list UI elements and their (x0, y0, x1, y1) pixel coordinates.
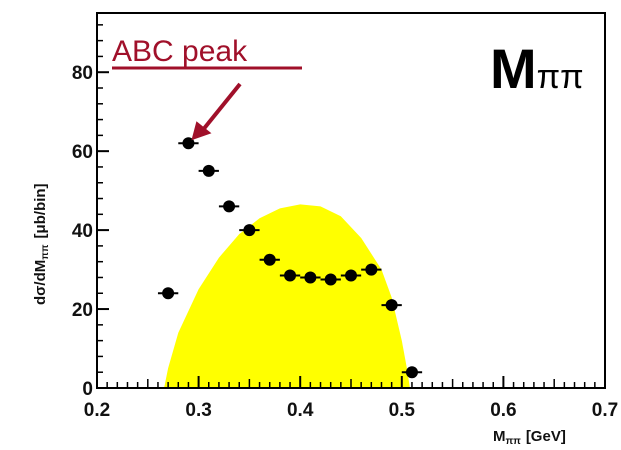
area-shape (164, 204, 410, 388)
annotation-text: ABC peak (112, 35, 248, 68)
data-point-marker (223, 200, 236, 213)
y-tick-label: 60 (72, 142, 93, 163)
x-axis-title-sub: ππ (506, 436, 522, 447)
data-point (320, 273, 341, 286)
point-layer (157, 137, 423, 379)
data-point-marker (405, 366, 418, 379)
panel-label: Mππ (490, 37, 584, 100)
y-axis-title-unit: [μb/bin] (32, 183, 49, 238)
x-tick-label: 0.6 (490, 400, 516, 421)
data-point (239, 224, 260, 237)
data-point-marker (263, 253, 276, 266)
annotation: ABC peak (112, 35, 302, 141)
panel-label-sub: ππ (537, 58, 584, 96)
data-point-marker (284, 269, 297, 282)
data-point-marker (202, 164, 215, 177)
x-tick-label: 0.4 (287, 400, 314, 421)
y-axis-title: dσ/dMππ [μb/bin] (32, 183, 51, 305)
x-axis-title: Mππ [GeV] (493, 428, 566, 447)
data-point (381, 299, 402, 312)
data-point (157, 287, 179, 300)
data-point-marker (324, 273, 337, 286)
y-axis-title-sub: ππ (40, 244, 51, 260)
data-point-marker (345, 269, 357, 282)
x-tick-label: 0.3 (185, 400, 211, 421)
x-axis-title-main: M (493, 428, 506, 445)
data-point (361, 263, 382, 276)
data-point (340, 269, 362, 282)
x-axis-title-unit: [GeV] (526, 428, 566, 445)
data-point-marker (304, 271, 317, 284)
data-point (279, 269, 301, 282)
x-tick-label: 0.7 (592, 400, 618, 421)
data-point-marker (385, 299, 398, 312)
data-point (218, 200, 240, 213)
annotation-arrow-line (201, 82, 242, 131)
data-point (300, 271, 321, 284)
y-tick-label: 0 (82, 379, 93, 400)
y-tick-label: 40 (72, 221, 93, 242)
data-point (401, 366, 423, 379)
data-point (198, 164, 219, 177)
data-point (178, 137, 199, 150)
y-tick-label: 20 (72, 300, 93, 321)
data-point-marker (365, 263, 378, 276)
x-tick-label: 0.5 (389, 400, 416, 421)
area-layer (164, 204, 410, 388)
x-tick-label: 0.2 (84, 400, 110, 421)
data-point-marker (162, 287, 175, 300)
y-axis-title-main: dσ/dM (32, 260, 49, 305)
annotation-arrow-head (191, 121, 212, 141)
y-tick-label: 80 (72, 63, 93, 84)
tick-layer: 0.2 0.3 0.4 0.5 0.6 0.7 0 20 40 60 80 (72, 24, 618, 421)
data-point (259, 253, 280, 266)
panel-label-main: M (490, 37, 537, 100)
data-point-marker (243, 224, 256, 237)
